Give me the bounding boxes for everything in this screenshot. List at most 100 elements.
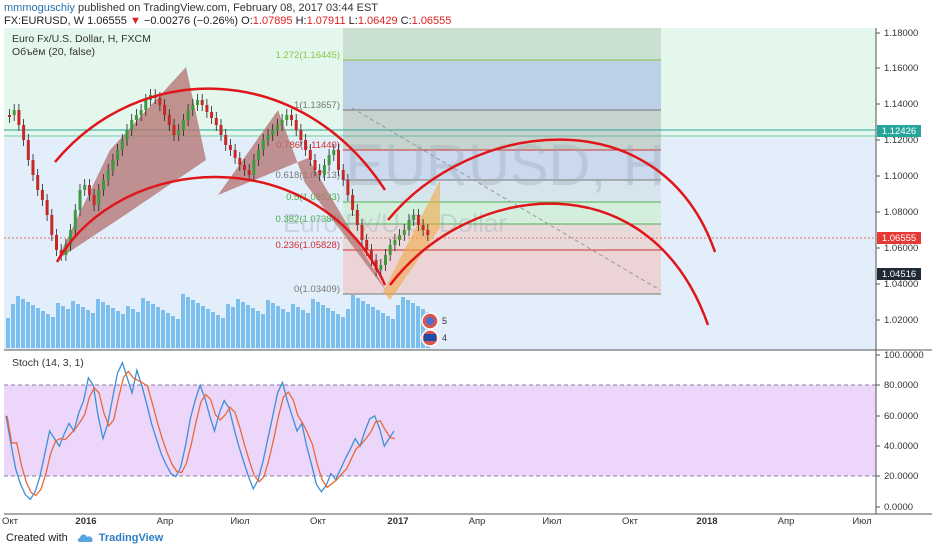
price-axis[interactable]: 1.18000 1.16000 1.14000 1.12000 1.10000 1.080… [876, 28, 918, 326]
volume-bar [66, 309, 70, 348]
arc-top-2[interactable] [387, 138, 717, 253]
tradingview-logo[interactable]: TradingView [76, 532, 164, 544]
stoch-legend[interactable]: Stoch (14, 3, 1) [12, 357, 84, 369]
volume-bar [156, 307, 160, 348]
high-value: 1.07911 [306, 15, 346, 27]
volume-bar [286, 312, 290, 348]
candle-body [398, 235, 402, 240]
volume-bar [21, 299, 25, 348]
volume-bar [171, 316, 175, 348]
volume-bar [76, 304, 80, 348]
candle-body [55, 235, 58, 250]
publisher-name[interactable]: mmmoguschiy [4, 2, 75, 14]
candle-body [351, 195, 355, 210]
volume-bar [246, 305, 250, 348]
stoch-tick-label: 80.0000 [884, 380, 918, 391]
candle-body [22, 125, 26, 140]
candle-body [238, 158, 242, 165]
volume-bar [316, 302, 320, 348]
close-label: C: [400, 15, 412, 27]
volume-bar [291, 304, 295, 348]
candle-body [97, 190, 101, 205]
stoch-tick-label: 60.0000 [884, 411, 918, 422]
created-with-text: Created with [6, 532, 68, 544]
candle-body [365, 240, 369, 250]
arc-top-1[interactable] [54, 87, 387, 191]
time-tick-label: Апр [469, 516, 486, 526]
candle-body [125, 130, 129, 140]
candle-body [26, 140, 30, 160]
ticker: FX:EURUSD, W [4, 15, 85, 27]
tradingview-brand: TradingView [98, 532, 164, 544]
arcs[interactable] [54, 87, 717, 326]
time-tick-label: Апр [157, 516, 174, 526]
volume-bar [341, 317, 345, 348]
symbol-info: FX:EURUSD, W 1.06555 ▼ −0.00276 (−0.26%)… [4, 15, 451, 27]
candle-body [233, 150, 237, 158]
volume-bar [151, 304, 155, 348]
volume-bar [371, 307, 375, 348]
candle-body [111, 160, 115, 170]
tag-current: 1.06555 [877, 232, 921, 244]
high-label: H: [295, 15, 307, 27]
volume-bar [51, 317, 55, 348]
candle-body [261, 140, 265, 150]
volume-bar [331, 311, 335, 348]
volume-bar [206, 309, 210, 348]
volume-bar [201, 306, 205, 348]
volume-bar [121, 314, 125, 348]
candle-body [252, 160, 256, 175]
candle-body [369, 250, 373, 260]
watermark-symbol: EURUSD, H [345, 133, 664, 198]
stoch-axis[interactable]: 100.0000 80.0000 60.0000 40.0000 20.0000 0.00… [876, 350, 924, 513]
volume-bar [251, 308, 255, 348]
volume-bar [276, 306, 280, 348]
arc-bottom-2[interactable] [389, 202, 710, 326]
volume-bar [221, 318, 225, 348]
time-tick-label: Апр [778, 516, 795, 526]
stoch-tick-label: 0.0000 [884, 502, 913, 513]
main-legend-title[interactable]: Euro Fx/U.S. Dollar, H, FXCM [12, 33, 151, 45]
candle-body [290, 115, 293, 120]
trend-line[interactable] [351, 107, 661, 291]
volume-bars [6, 294, 430, 348]
volume-bar [261, 314, 265, 348]
volume-bar [101, 302, 105, 348]
tag-resistance: 1.12426 [877, 125, 921, 137]
volume-bar [406, 300, 410, 348]
projection-triangle[interactable] [383, 180, 440, 300]
candle-body [384, 255, 387, 265]
volume-bar [166, 313, 170, 348]
volume-bar [91, 313, 95, 348]
open-label: O: [241, 15, 253, 27]
volume-bar [326, 308, 330, 348]
time-axis[interactable]: Окт 2016 Апр Июл Окт 2017 Апр Июл Окт 2018 Апр Июл [2, 516, 872, 526]
event-badge-us[interactable]: 4 [421, 329, 447, 347]
volume-bar [11, 304, 15, 348]
candle-body [120, 140, 124, 150]
arc-bottom-1[interactable] [55, 175, 387, 286]
volume-bar [111, 308, 115, 348]
publish-text: published on TradingView.com, February 0… [77, 2, 379, 14]
stoch-tick-label: 40.0000 [884, 441, 918, 452]
time-tick-label: 2018 [696, 516, 717, 526]
candle-body [332, 150, 336, 155]
candle-body [402, 230, 406, 235]
event-badge-earnings[interactable]: 5 [421, 312, 447, 330]
fib-level-label: 0.786(1.11440) [276, 140, 340, 151]
low-label: L: [348, 15, 358, 27]
chart-area[interactable]: 1.272(1.16445) 1(1.13657) 0.786(1.11440) 0.… [0, 28, 932, 526]
volume-legend[interactable]: Объём (20, false) [12, 46, 95, 58]
candle-body [327, 155, 331, 165]
candle-body [299, 130, 303, 140]
volume-bar [391, 319, 395, 348]
volume-bar [311, 299, 315, 348]
fib-level-label: 1.272(1.16445) [276, 50, 340, 61]
stoch-tick-label: 20.0000 [884, 471, 918, 482]
harmonic-pattern-2[interactable] [218, 110, 387, 292]
candle-body [196, 100, 199, 105]
candle-body [228, 145, 232, 150]
candle-body [172, 125, 176, 135]
candle-body [360, 225, 364, 240]
volume-bar [146, 301, 150, 348]
